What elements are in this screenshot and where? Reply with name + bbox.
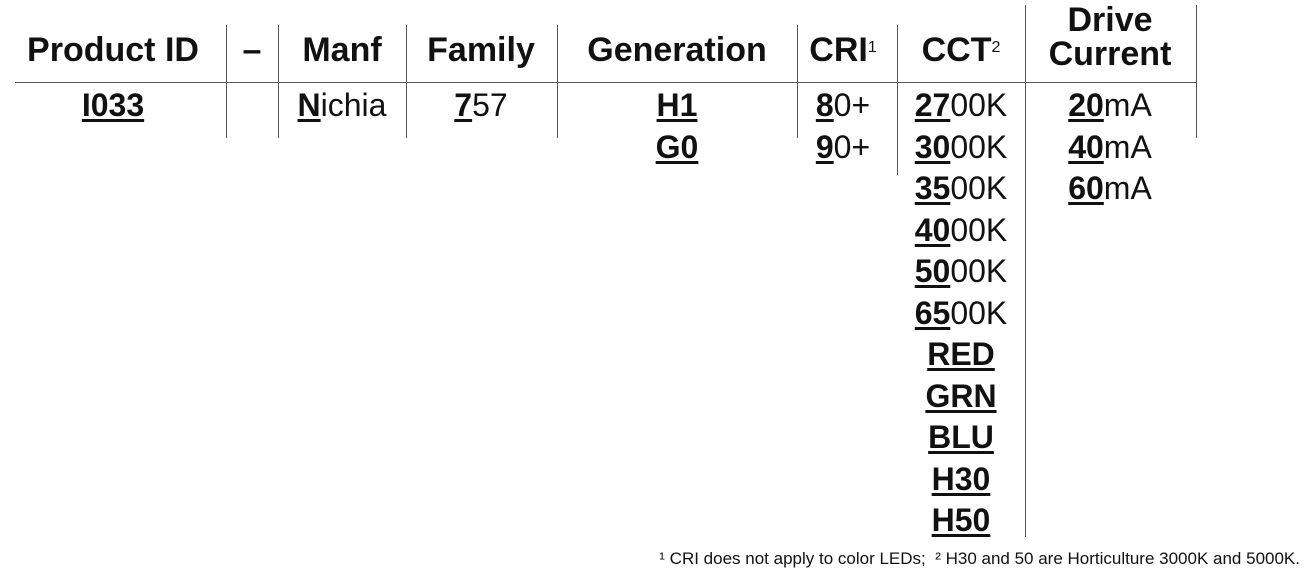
header-text: Product ID [27, 31, 199, 69]
header-rule [15, 82, 1196, 83]
option-rest: 0+ [833, 128, 871, 165]
option-rest: mA [1103, 170, 1152, 206]
option-code: 9 [815, 128, 834, 165]
column-header: – [243, 33, 262, 67]
option-rest: 0+ [833, 87, 871, 123]
option-code: 8 [815, 87, 834, 123]
column-header: CCT2 [922, 33, 1001, 67]
column-rule [278, 25, 279, 138]
column-header: Manf [302, 33, 381, 67]
option-rest: 00K [950, 211, 1008, 248]
option: Nichia [298, 87, 387, 123]
option-code: H30 [931, 460, 991, 497]
option: 60mA [1068, 170, 1152, 206]
option: H50 [932, 502, 991, 538]
option-code: BLU [928, 419, 994, 455]
option-rest: 00K [950, 170, 1008, 206]
column-rule [1196, 5, 1197, 138]
option-rest: 57 [472, 87, 508, 123]
option-code: 60 [1068, 170, 1104, 206]
option: 3000K [915, 129, 1008, 165]
option-code: 27 [914, 87, 951, 123]
option-code: 65 [914, 294, 951, 331]
column-rule [406, 25, 407, 138]
option-code: H50 [931, 502, 991, 538]
header-text: CRI [809, 31, 868, 69]
option: H1 [657, 87, 698, 123]
header-text: Manf [302, 31, 382, 69]
option: 757 [454, 87, 507, 123]
header-line: Drive [1067, 1, 1153, 39]
option-code: H1 [656, 87, 698, 123]
header-line: Current [1048, 35, 1172, 73]
option: 3500K [915, 170, 1008, 206]
column-header: CRI1 [809, 33, 876, 67]
footnote-ref: 1 [867, 39, 877, 56]
option-rest: ichia [320, 87, 387, 123]
option-code: I033 [81, 87, 145, 123]
header-text: Family [427, 31, 535, 69]
option-code: 40 [1068, 128, 1104, 165]
option: BLU [928, 419, 994, 455]
option-code: 40 [914, 211, 951, 248]
option-rest: 00K [950, 87, 1008, 123]
column-header: Drive Current [1049, 3, 1172, 71]
option-code: 35 [914, 170, 951, 206]
column-rule [557, 25, 558, 138]
option: RED [927, 336, 995, 372]
header-text: CCT [921, 31, 992, 69]
option-rest: mA [1103, 87, 1152, 123]
option-code: 20 [1068, 87, 1104, 123]
column-rule [226, 25, 227, 138]
option-rest: 00K [950, 294, 1008, 331]
option: 80+ [816, 87, 870, 123]
option-rest: mA [1103, 128, 1152, 165]
option-rest: 00K [950, 253, 1008, 289]
option: 20mA [1068, 87, 1152, 123]
option-code: N [297, 87, 321, 123]
footnote: ¹ CRI does not apply to color LEDs; ² H3… [659, 549, 1300, 568]
option-code: G0 [655, 128, 699, 165]
option-code: 7 [454, 87, 473, 123]
column-header: Product ID [27, 33, 199, 67]
column-header: Family [427, 33, 535, 67]
option-code: 30 [914, 128, 951, 165]
column-rule [797, 25, 798, 138]
option: 4000K [915, 212, 1008, 248]
option: 90+ [816, 129, 870, 165]
option: 6500K [915, 295, 1008, 331]
option-code: RED [927, 336, 995, 372]
column-rule [1025, 5, 1026, 537]
option-code: GRN [925, 377, 997, 414]
footnote-ref: 2 [991, 39, 1001, 56]
option-code: 50 [914, 253, 951, 289]
option: GRN [925, 378, 996, 414]
option: 40mA [1068, 129, 1152, 165]
header-text: Generation [587, 31, 767, 69]
option: 2700K [915, 87, 1008, 123]
option: H30 [932, 461, 991, 497]
option: 5000K [915, 253, 1008, 289]
option: G0 [656, 129, 699, 165]
header-text: – [242, 31, 262, 69]
column-rule [897, 25, 898, 175]
option: I033 [82, 87, 144, 123]
option-rest: 00K [950, 128, 1008, 165]
column-header: Generation [587, 33, 766, 67]
